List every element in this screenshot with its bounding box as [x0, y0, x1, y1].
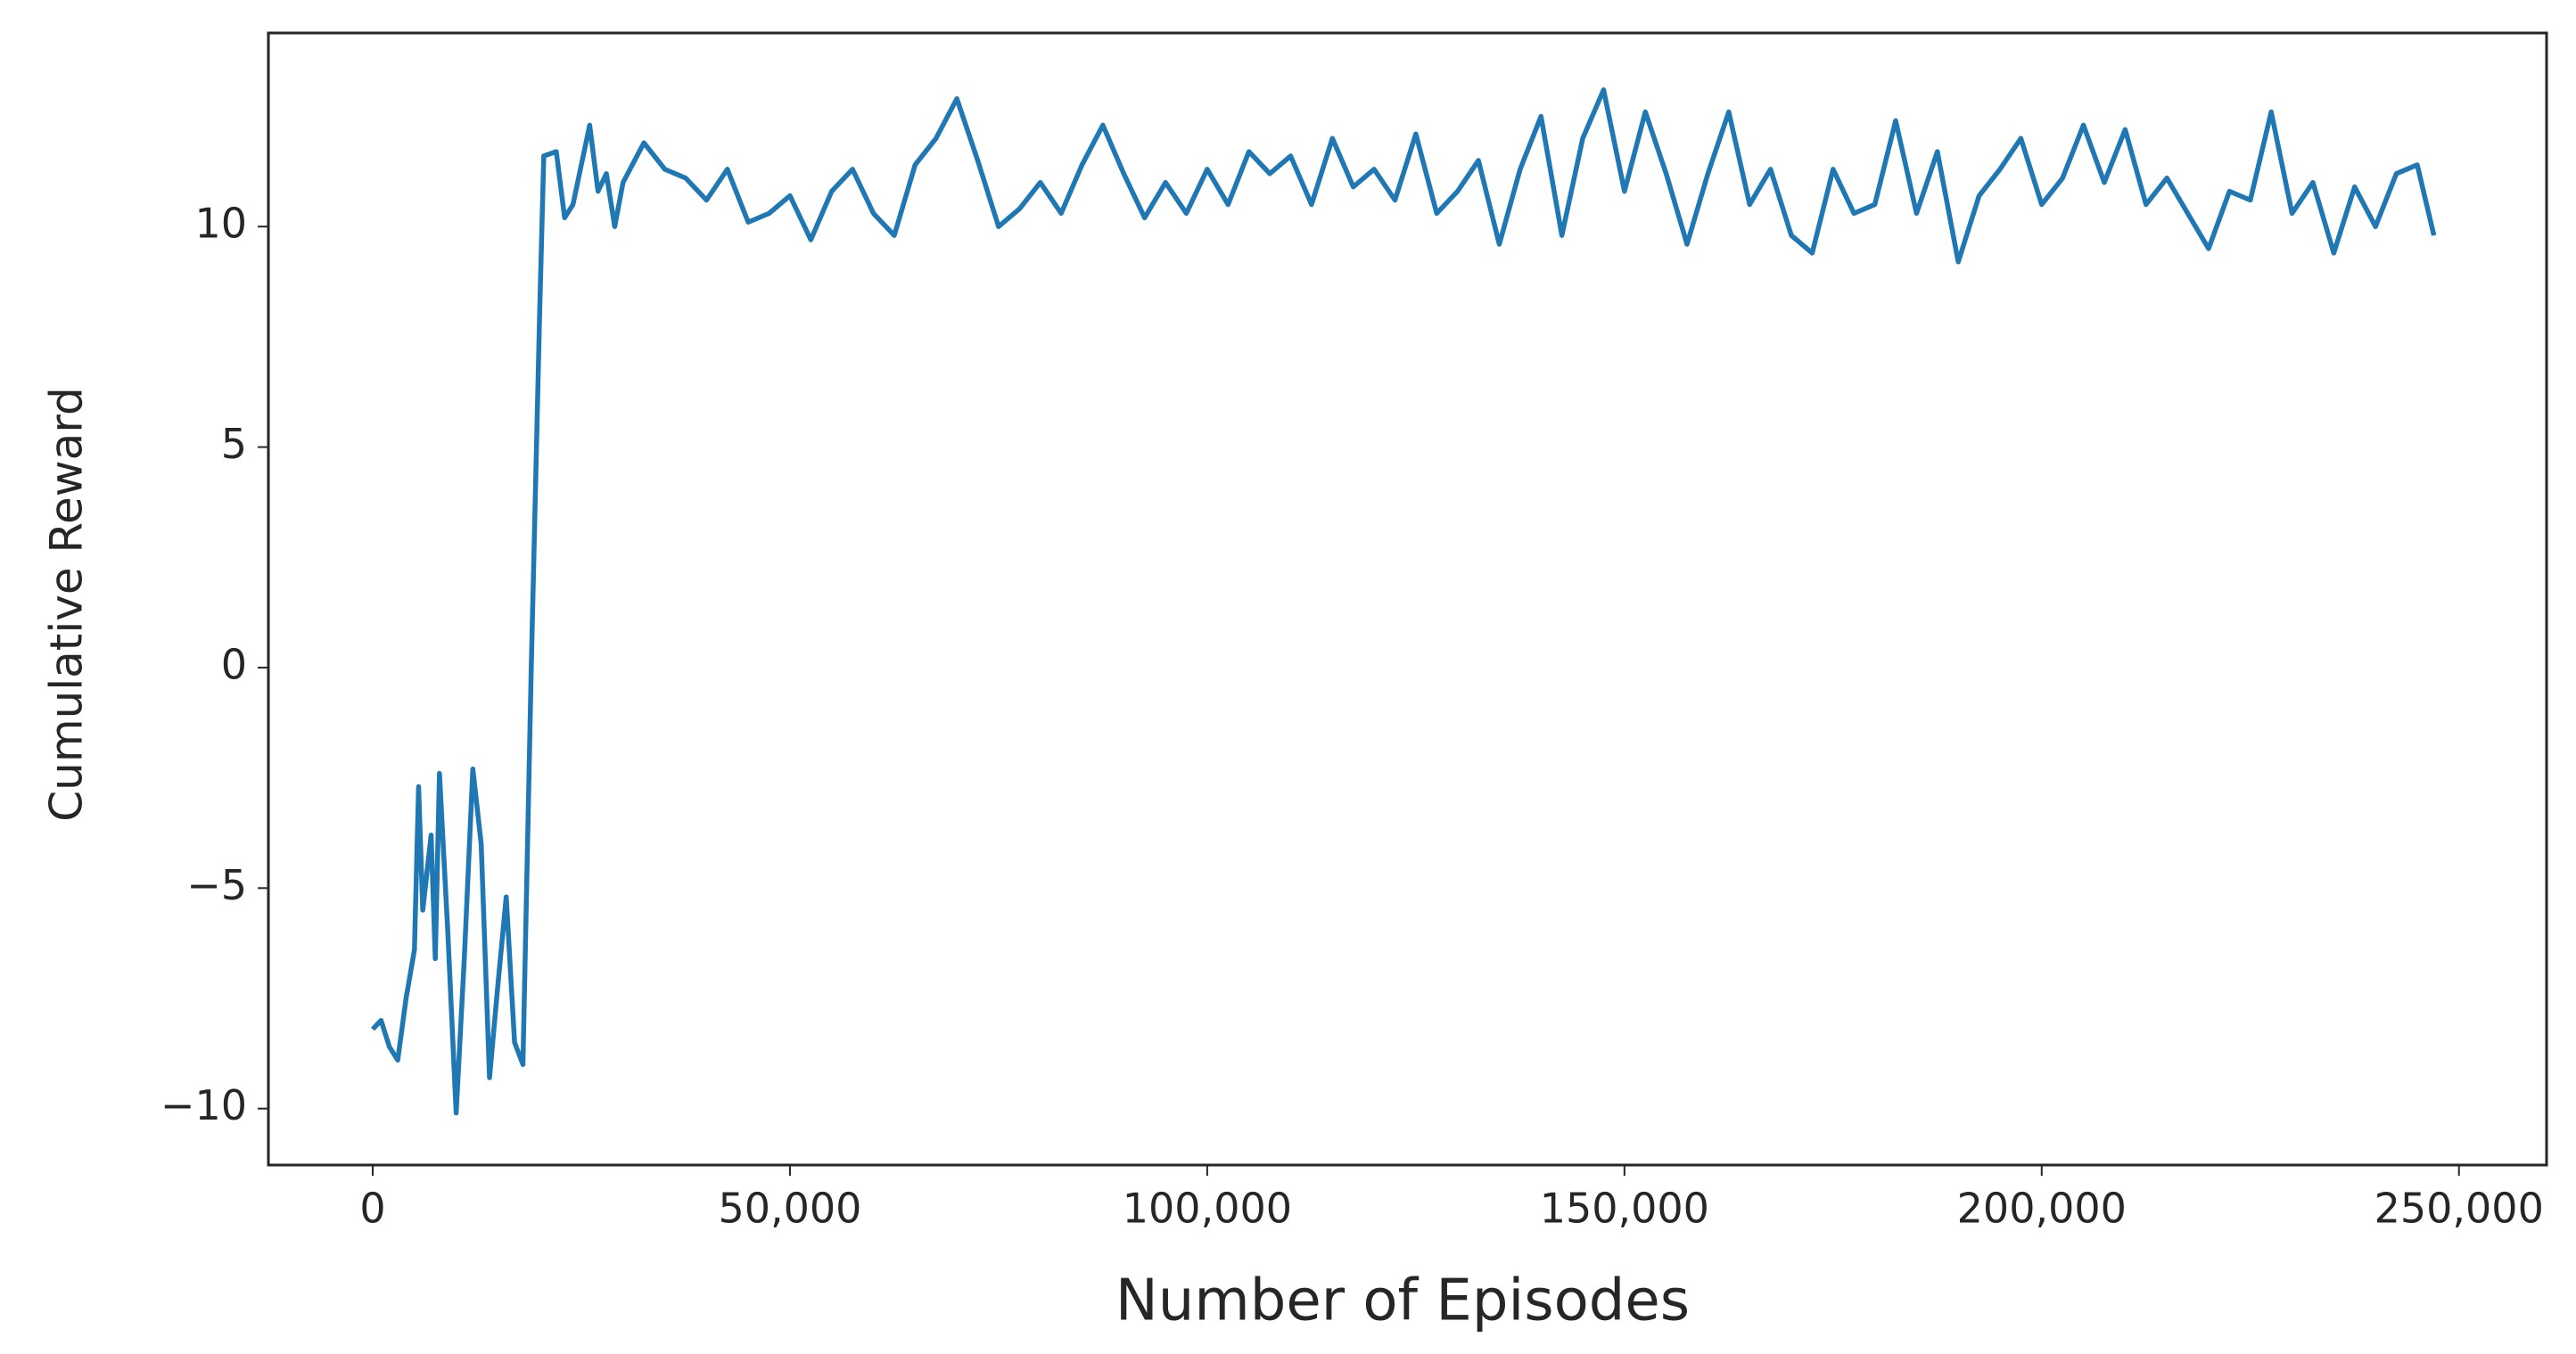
y-tick-label: 5 — [221, 420, 247, 468]
x-tick-label: 200,000 — [1957, 1185, 2127, 1233]
x-tick-label: 0 — [359, 1185, 385, 1233]
data-line — [370, 87, 2437, 1116]
plot-frame — [267, 31, 2548, 1167]
y-tick-label: 10 — [194, 200, 247, 248]
x-axis-label: Number of Episodes — [1115, 1268, 1690, 1334]
y-axis-label: Cumulative Reward — [41, 387, 93, 821]
y-tick-label: −10 — [160, 1081, 247, 1129]
x-tick-label: 100,000 — [1123, 1185, 1292, 1233]
x-tick-label: 50,000 — [718, 1185, 861, 1233]
x-tick-label: 250,000 — [2374, 1185, 2544, 1233]
y-tick-label: −5 — [186, 861, 247, 909]
y-tick-label: 0 — [221, 640, 247, 688]
x-tick-label: 150,000 — [1540, 1185, 1709, 1233]
